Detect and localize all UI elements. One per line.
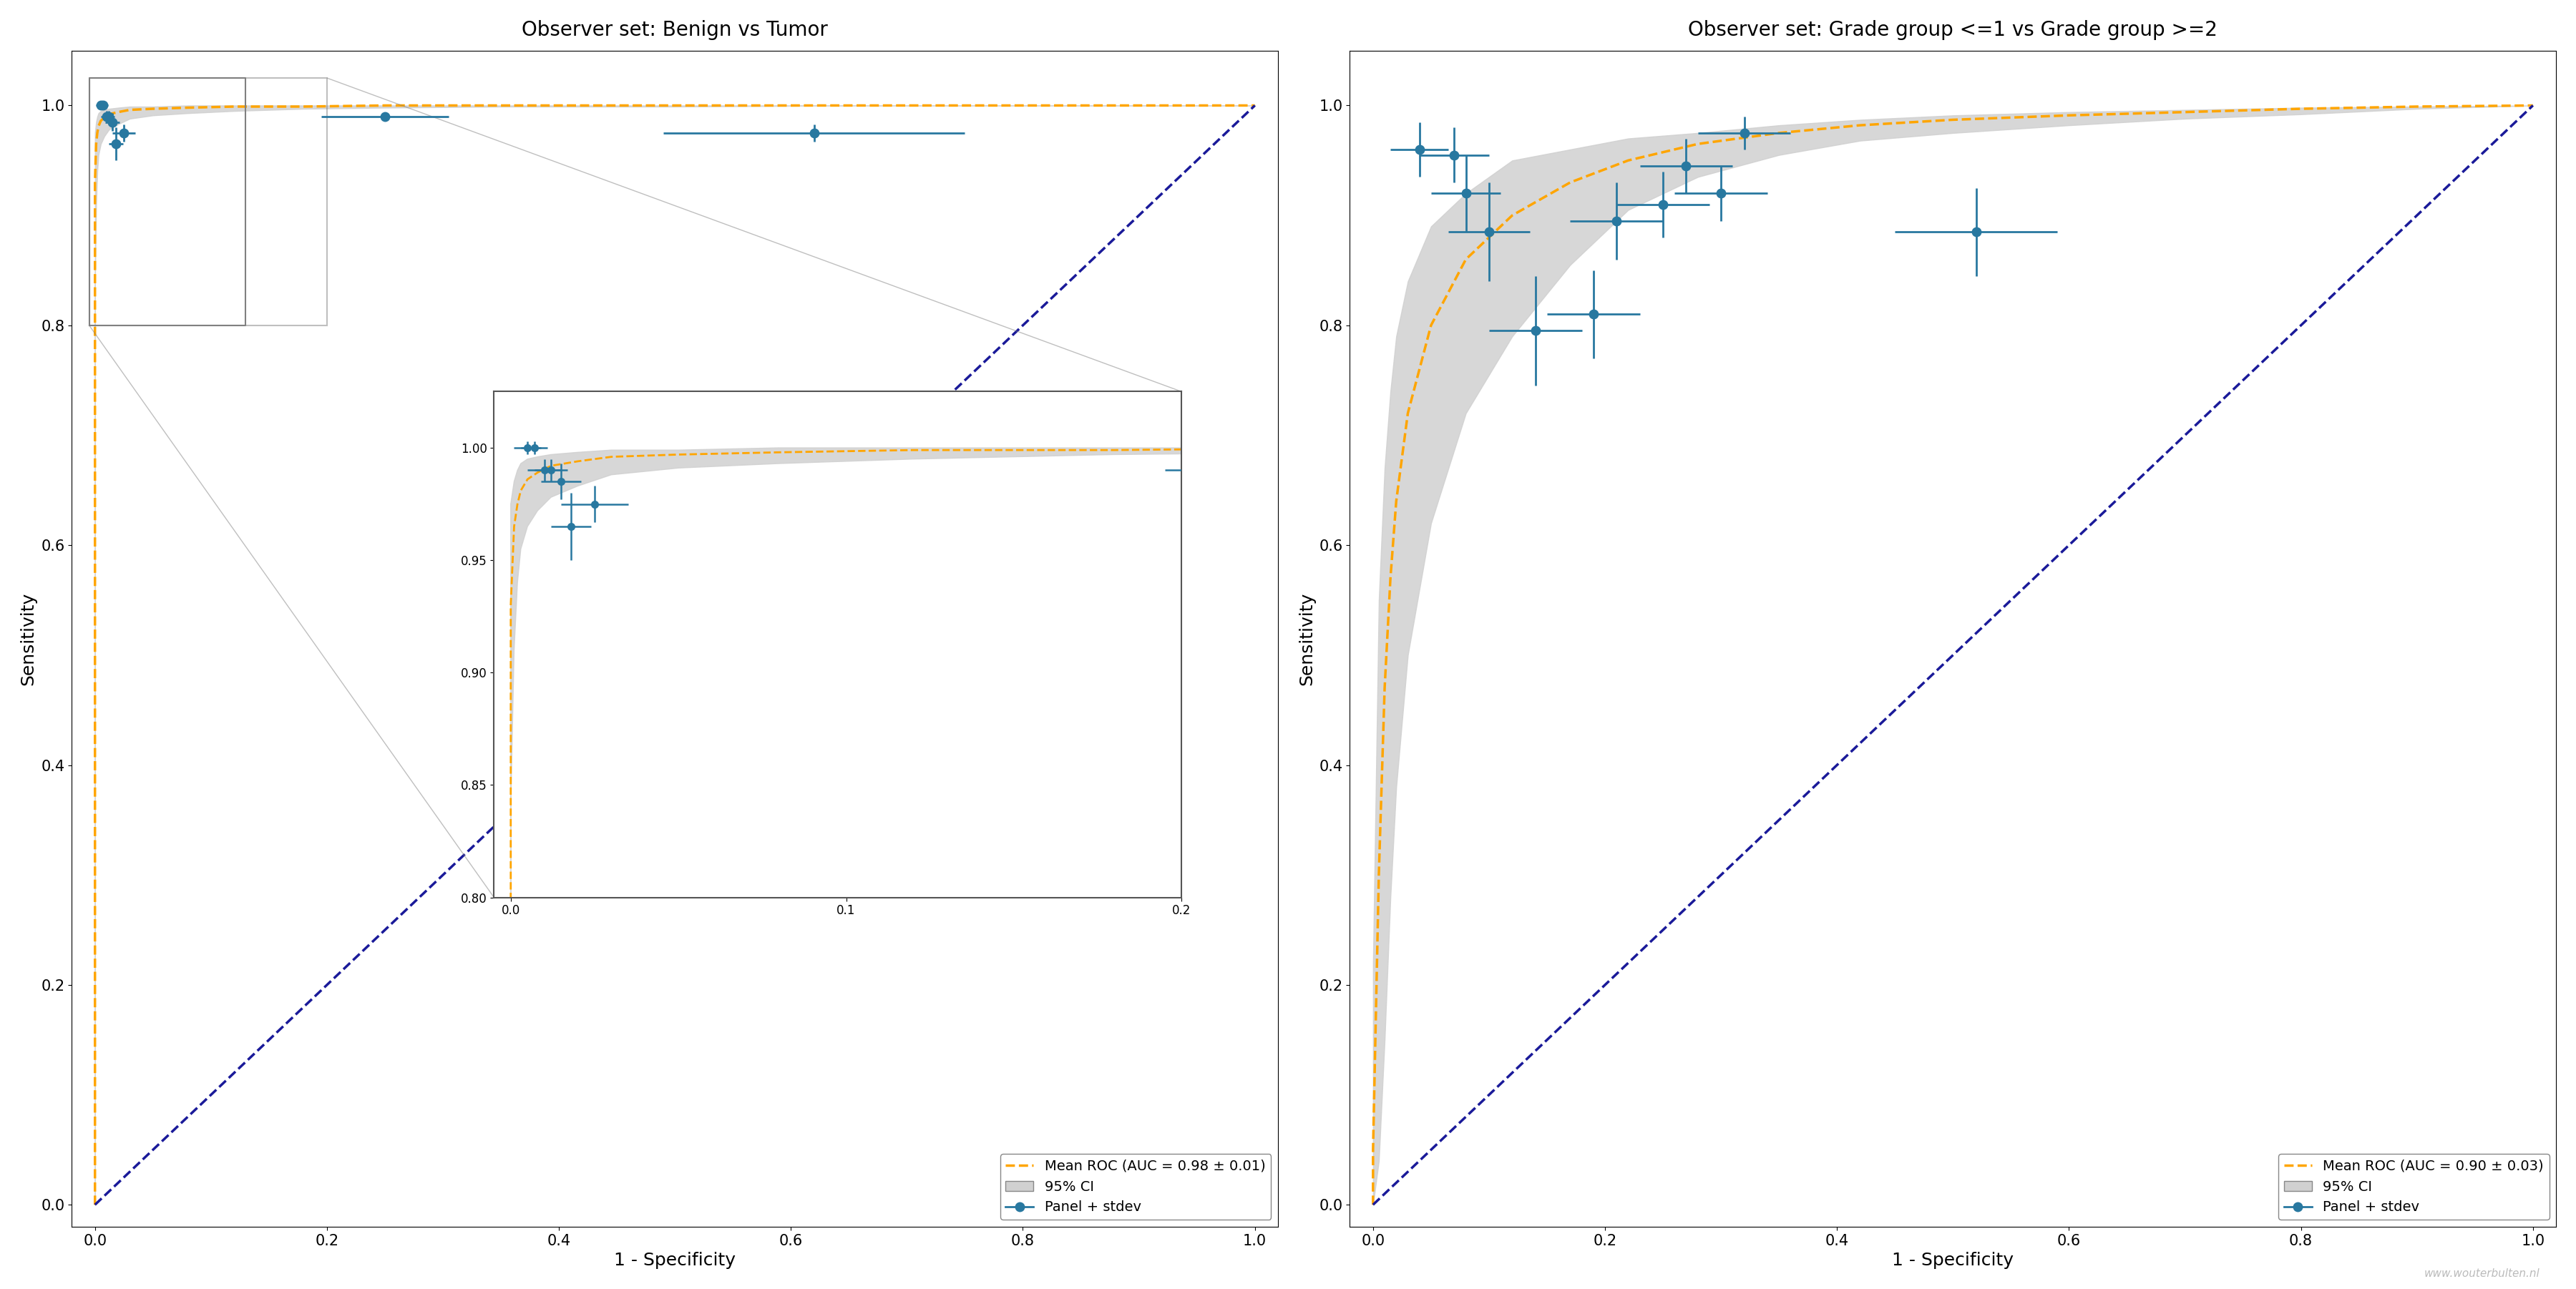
Legend: Mean ROC (AUC = 0.98 ± 0.01), 95% CI, Panel + stdev: Mean ROC (AUC = 0.98 ± 0.01), 95% CI, Pa…	[999, 1154, 1270, 1219]
Text: www.wouterbulten.nl: www.wouterbulten.nl	[2424, 1268, 2540, 1279]
Y-axis label: Sensitivity: Sensitivity	[1298, 592, 1316, 686]
Legend: Mean ROC (AUC = 0.90 ± 0.03), 95% CI, Panel + stdev: Mean ROC (AUC = 0.90 ± 0.03), 95% CI, Pa…	[2277, 1154, 2550, 1219]
X-axis label: 1 - Specificity: 1 - Specificity	[1893, 1252, 2014, 1270]
Y-axis label: Sensitivity: Sensitivity	[21, 592, 36, 686]
Title: Observer set: Grade group <=1 vs Grade group >=2: Observer set: Grade group <=1 vs Grade g…	[1687, 19, 2218, 40]
Bar	[90, 79, 327, 325]
Title: Observer set: Benign vs Tumor: Observer set: Benign vs Tumor	[523, 19, 827, 40]
X-axis label: 1 - Specificity: 1 - Specificity	[613, 1252, 737, 1270]
